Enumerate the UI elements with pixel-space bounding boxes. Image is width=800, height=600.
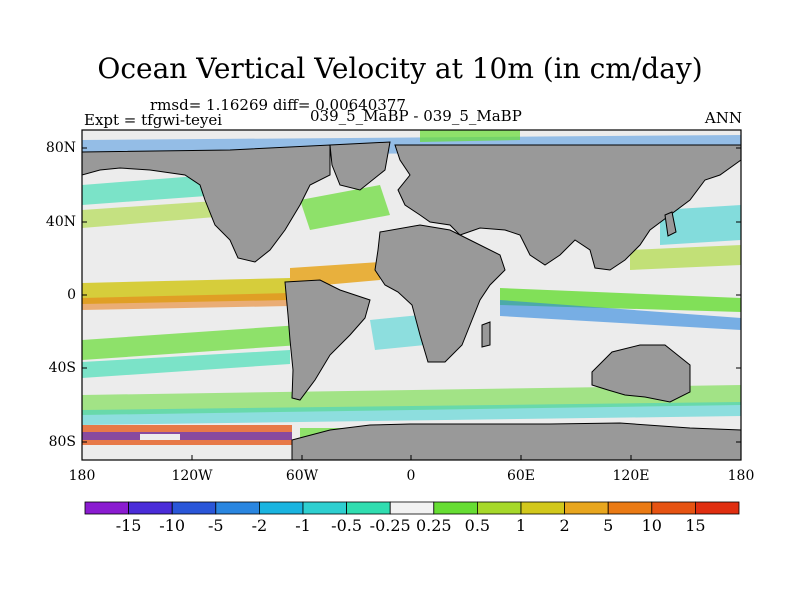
southern-ocean-cyan [82, 402, 741, 425]
colorbar-label: 0.25 [415, 516, 452, 535]
colorbar-box [695, 501, 740, 515]
lon-tick-label: 180 [727, 468, 755, 484]
land-south-america [284, 279, 371, 401]
colorbar-label: -0.25 [369, 516, 411, 535]
map-plot-area [81, 129, 742, 461]
colorbar-label: -10 [159, 516, 186, 535]
rmsd-diff-text: rmsd= 1.16269 diff= 0.00640377 [150, 96, 406, 114]
lat-tick-label: 40N [45, 214, 76, 230]
lat-tick-label: 80N [45, 140, 76, 156]
north-pacific-green [82, 200, 240, 228]
land-eurasia [394, 144, 742, 271]
colorbar-label: -1 [295, 516, 311, 535]
colorbar-box [215, 501, 260, 515]
colorbar-box [564, 501, 609, 515]
land-antarctica [291, 422, 742, 461]
colorbar-box [433, 501, 478, 515]
colorbar-box [520, 501, 565, 515]
indian-blue-band [500, 300, 741, 330]
colorbar-label: 5 [603, 516, 614, 535]
lat-tick-label: 80S [48, 434, 76, 450]
colorbar [84, 501, 740, 515]
colorbar-box [607, 501, 653, 515]
colorbar-box [128, 501, 173, 515]
colorbar-label: 1 [515, 516, 527, 535]
colorbar-box [171, 501, 217, 515]
land-masses [81, 141, 742, 461]
axis-ticks [81, 147, 742, 460]
lon-tick-label: 120E [612, 468, 650, 484]
south-pacific-cyan [82, 350, 290, 378]
case-label: 039_5_MaBP - 039_5_MaBP [310, 107, 522, 125]
colorbar-label: 10 [641, 516, 662, 535]
colorbar-box [389, 501, 435, 515]
colorbar-box [258, 501, 304, 515]
experiment-label: Expt = tfgwi-teyei [84, 111, 223, 129]
arctic-green [420, 130, 520, 142]
colorbar-label: -15 [115, 516, 142, 535]
land-madagascar [481, 321, 491, 348]
colorbar-label: 0.5 [464, 516, 491, 535]
land-greenland [329, 141, 391, 191]
lon-tick-label: 60W [285, 468, 319, 484]
colorbar-label: -5 [208, 516, 224, 535]
lat-tick-label: 0 [67, 287, 76, 303]
colorbar-label: -0.5 [331, 516, 363, 535]
lon-tick-label: 120W [171, 468, 213, 484]
colorbar-label: 2 [559, 516, 570, 535]
equator-band-pacific-2 [82, 293, 290, 310]
lat-tick-label: 40S [48, 360, 76, 376]
figure-title: Ocean Vertical Velocity at 10m (in cm/da… [97, 52, 703, 85]
colorbar-box [84, 501, 129, 515]
pacific-west-green [630, 245, 741, 270]
land-north-america [81, 144, 331, 263]
colorbar-box [476, 501, 522, 515]
south-atlantic-patch [370, 315, 425, 350]
colorbar-box [651, 501, 696, 515]
season-label: ANN [704, 109, 742, 127]
lon-tick-label: 180 [68, 468, 96, 484]
south-pacific-band [82, 325, 300, 360]
colorbar-box [346, 501, 391, 515]
land-japan [664, 211, 677, 237]
land-africa [374, 224, 506, 363]
land-australia [591, 344, 691, 403]
colorbar-box [302, 501, 347, 515]
north-pacific-band [82, 175, 220, 205]
lon-tick-label: 0 [406, 468, 416, 484]
lon-tick-label: 60E [506, 468, 536, 484]
pacific-west-patch [660, 205, 741, 245]
colorbar-label: -2 [251, 516, 268, 535]
colorbar-label: 15 [685, 516, 706, 535]
north-atlantic-patch [300, 185, 390, 230]
